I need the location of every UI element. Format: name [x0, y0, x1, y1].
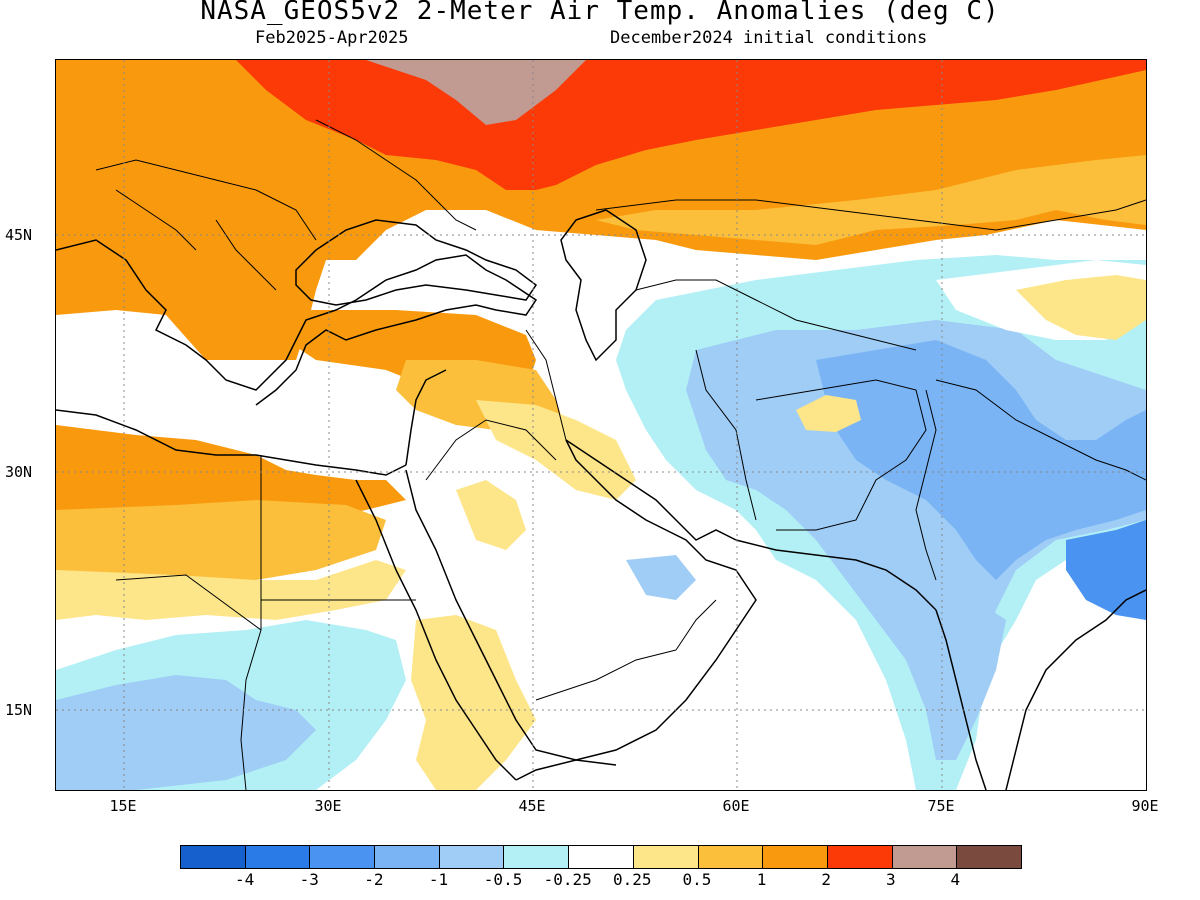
coastline-mediterranean-north	[56, 239, 538, 406]
border-iran-iraq	[525, 329, 567, 441]
border-pakistan-india	[915, 389, 937, 581]
colorbar-swatch-11	[892, 846, 958, 868]
border-oman	[675, 599, 717, 651]
anomaly-region-yellow-afghanistan	[796, 395, 861, 432]
anomaly-region-yellow-tarim	[1016, 275, 1146, 340]
colorbar-swatch-8	[698, 846, 764, 868]
colorbar-swatch-12	[957, 846, 1021, 868]
anomaly-region-orange-north	[56, 60, 1146, 360]
coastline-horn-of-africa	[515, 759, 617, 781]
colorbar-swatch-7	[633, 846, 699, 868]
anomaly-map-canvas	[56, 60, 1146, 790]
colorbar-swatch-5	[504, 846, 570, 868]
lon-label-90e: 90E	[1131, 797, 1159, 815]
anomaly-map	[55, 59, 1147, 791]
anomaly-region-blue-bengal	[1066, 520, 1146, 620]
anomaly-region-lightorange-north	[596, 155, 1146, 245]
border-kazakhstan	[595, 199, 1146, 231]
map-title: NASA_GEOS5v2 2-Meter Air Temp. Anomalies…	[200, 0, 1000, 26]
colorbar-swatch-0	[181, 846, 246, 868]
coastline-iran-pakistan	[735, 539, 937, 611]
anomaly-region-brown	[366, 60, 586, 125]
colorbar-tick-label: 0.25	[613, 870, 652, 889]
coastline-red-sea-west	[355, 479, 517, 781]
border-saudi-yemen	[535, 649, 677, 701]
colorbar-tick-label: -0.5	[483, 870, 523, 889]
colorbar-swatch-9	[763, 846, 828, 868]
lon-label-45e: 45E	[518, 797, 546, 815]
colorbar-tick-label: -3	[299, 870, 319, 889]
lon-label-15e: 15E	[109, 797, 137, 815]
anomaly-region-yellow-sahara	[56, 560, 406, 620]
anomaly-region-medblue-asia	[816, 340, 1146, 580]
coastline-levant	[405, 369, 447, 466]
border-afghanistan-pakistan	[755, 379, 927, 531]
forecast-period: Feb2025-Apr2025	[255, 28, 409, 48]
border-iran-afghanistan	[695, 349, 757, 521]
anomaly-region-yellow-mesopotamia	[476, 400, 636, 500]
anomaly-region-lightorange-north-africa	[56, 500, 386, 580]
border-turkmenistan-uzbekistan	[635, 279, 917, 351]
colorbar-swatch-1	[245, 846, 311, 868]
border-india-china	[935, 379, 1146, 481]
coastline-persian-gulf	[565, 439, 737, 541]
initial-conditions: December2024 initial conditions	[610, 28, 928, 48]
anomaly-region-yellow-ethiopia	[411, 615, 536, 790]
colorbar-swatch-4	[439, 846, 505, 868]
anomaly-region-yellow-arabia-west	[456, 480, 526, 550]
coastline-india-east	[1005, 589, 1146, 790]
coastline-india-west	[935, 609, 987, 790]
lon-label-75e: 75E	[927, 797, 955, 815]
colorbar-tick-label: 2	[821, 870, 831, 889]
colorbar-swatch-2	[310, 846, 376, 868]
lat-label-15n: 15N	[5, 701, 33, 719]
colorbar-tick-label: 3	[885, 870, 896, 889]
border-saudi-north	[425, 419, 557, 481]
lon-label-60e: 60E	[722, 797, 750, 815]
colorbar-swatch-3	[375, 846, 440, 868]
coastline-north-africa	[56, 409, 407, 476]
colorbar-tick-label: -2	[364, 870, 384, 889]
anomaly-region-lightblue-east-africa	[56, 675, 316, 790]
colorbar-swatch-6	[569, 846, 634, 868]
anomaly-region-lightblue-arabian-sea	[626, 555, 696, 600]
coastline-caspian-sea	[560, 209, 647, 362]
lon-label-30e: 30E	[314, 797, 342, 815]
colorbar-tick-label: 4	[950, 870, 961, 889]
colorbar-tick-label: -0.25	[543, 870, 592, 889]
lat-label-45n: 45N	[5, 226, 33, 244]
coastline-black-sea	[295, 219, 538, 306]
colorbar-swatch-10	[827, 846, 893, 868]
border-russia-ukraine	[315, 119, 477, 231]
colorbar-tick-label: -4	[234, 870, 255, 889]
colorbar-tick-label: -1	[428, 870, 449, 889]
colorbar-tick-label: 1	[756, 870, 767, 889]
colorbar-legend	[180, 845, 1022, 869]
coastline-arabia	[405, 439, 757, 761]
border-libya-niger	[115, 574, 262, 631]
lat-label-30n: 30N	[5, 463, 33, 481]
colorbar-tick-label: 0.5	[682, 870, 712, 889]
